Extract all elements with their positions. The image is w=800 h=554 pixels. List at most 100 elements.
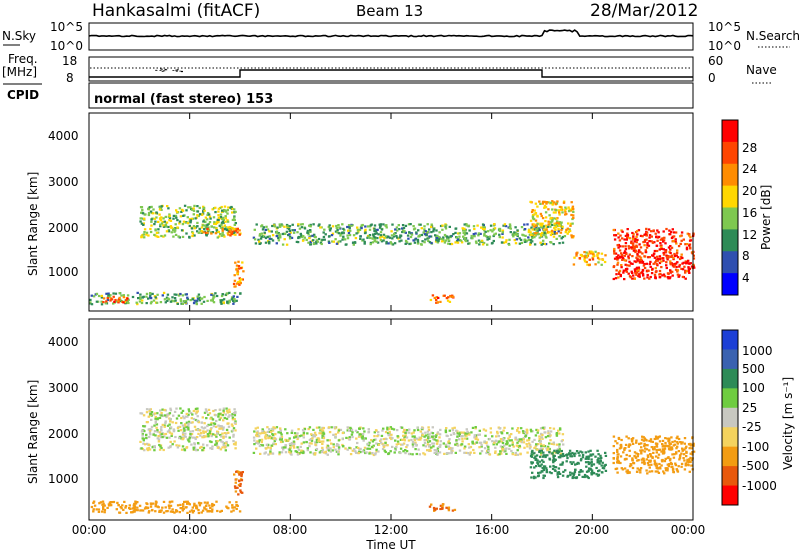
freq-label-line1: Freq. (8, 52, 38, 66)
velocity-cbar-segment-4 (722, 407, 738, 428)
power-region-4 (232, 260, 245, 288)
mode-text: normal (fast stereo) 153 (94, 92, 273, 107)
power-region-3 (202, 227, 242, 237)
power-cbar-tick-8: 8 (742, 249, 750, 263)
velocity-ytick-1000: 1000 (48, 472, 79, 486)
velocity-ylabel: Slant Range [km] (26, 380, 40, 484)
power-ytick-4000: 4000 (48, 129, 79, 143)
xtick-0400: 04:00 (173, 523, 208, 537)
velocity-cbar-tick-100: 100 (742, 381, 765, 395)
velocity-cbar-segment-3 (722, 388, 738, 409)
velocity-cbar-tick-minus1000: -1000 (742, 479, 777, 493)
noise-trace (88, 29, 694, 38)
velocity-region-4 (428, 503, 457, 512)
power-cbar-tick-12: 12 (742, 228, 757, 242)
freq-trace (89, 69, 693, 78)
beam-label: Beam 13 (356, 2, 423, 20)
velocity-cbar-tick-500: 500 (742, 362, 765, 376)
power-ylabel: Slant Range [km] (26, 172, 40, 276)
power-region-1 (102, 295, 129, 304)
power-ytick-2000: 2000 (48, 221, 79, 235)
power-cbar-segment-0 (722, 120, 738, 143)
velocity-ytick-4000: 4000 (48, 335, 79, 349)
velocity-cbar-segment-0 (722, 330, 738, 350)
power-ytick-1000: 1000 (48, 265, 79, 279)
velocity-region-1 (139, 407, 237, 452)
velocity-region-0 (90, 500, 242, 515)
power-colorbar-frame (721, 119, 739, 296)
power-panel-background (89, 113, 693, 311)
power-region-8 (572, 250, 607, 267)
velocity-colorbar-label: Velocity [m s⁻¹] (781, 377, 795, 470)
power-cbar-segment-4 (722, 207, 738, 230)
date-label: 28/Mar/2012 (590, 1, 698, 21)
velocity-ytick-3000: 3000 (48, 381, 79, 395)
power-cbar-tick-4: 4 (742, 271, 750, 285)
station-title: Hankasalmi (fitACF) (92, 1, 260, 21)
velocity-region-3 (252, 426, 565, 457)
power-cbar-segment-1 (722, 141, 738, 165)
velocity-colorbar-frame (721, 329, 739, 506)
noise-tick-top-right: 10^5 (708, 20, 741, 34)
velocity-cbar-tick-minus100: -100 (742, 440, 769, 454)
velocity-cbar-segment-6 (722, 446, 738, 467)
xtick-0800: 08:00 (273, 523, 308, 537)
power-colorbar-label: Power [dB] (759, 185, 773, 250)
power-region-7 (529, 200, 575, 239)
power-cbar-segment-3 (722, 185, 738, 208)
freq-scatter (155, 68, 183, 73)
power-data-layer (89, 200, 696, 306)
xtick-0000: 00:00 (72, 523, 107, 537)
nsearch-label: N.Search (746, 29, 800, 43)
velocity-cbar-segment-8 (722, 485, 738, 506)
velocity-data-layer (90, 407, 696, 515)
x-tick-labels: 00:00 04:00 08:00 12:00 16:00 20:00 00:0… (72, 523, 706, 537)
xtick-2400: 00:00 (671, 523, 706, 537)
power-cbar-tick-20: 20 (742, 184, 757, 198)
power-cbar-segment-7 (722, 273, 738, 296)
nsky-label: N.Sky (2, 29, 36, 43)
nave-label: Nave (746, 63, 777, 77)
xaxis-label: Time UT (365, 538, 416, 552)
power-region-0 (89, 291, 242, 306)
velocity-cbar-tick-minus500: -500 (742, 459, 769, 473)
xtick-2000: 20:00 (575, 523, 610, 537)
velocity-cbar-tick-minus25: -25 (742, 420, 762, 434)
power-region-5 (252, 223, 565, 246)
velocity-y-ticks: 4000 3000 2000 1000 (48, 335, 79, 486)
power-ytick-3000: 3000 (48, 175, 79, 189)
power-region-9 (612, 227, 696, 281)
x-tick-marks (88, 113, 694, 520)
xtick-1200: 12:00 (374, 523, 409, 537)
power-colorbar (722, 120, 738, 296)
freq-tick-top: 18 (62, 54, 77, 68)
nave-tick-top: 60 (708, 54, 723, 68)
power-cbar-tick-28: 28 (742, 141, 757, 155)
noise-panel (88, 22, 694, 51)
power-cbar-segment-2 (722, 163, 738, 187)
velocity-cbar-segment-7 (722, 466, 738, 487)
power-cbar-segment-6 (722, 251, 738, 274)
velocity-colorbar-ticks: 1000 500 100 25 -25 -100 -500 -1000 (742, 344, 777, 493)
power-colorbar-ticks: 28 24 20 16 12 8 4 (742, 141, 757, 285)
freq-panel (88, 56, 694, 82)
velocity-cbar-segment-5 (722, 427, 738, 448)
velocity-colorbar (722, 330, 738, 506)
velocity-region-6 (612, 435, 696, 475)
power-region-2 (139, 204, 237, 239)
power-cbar-tick-16: 16 (742, 206, 757, 220)
velocity-cbar-segment-2 (722, 368, 738, 389)
cpid-label: CPID (7, 88, 39, 102)
power-cbar-segment-5 (722, 229, 738, 252)
power-cbar-tick-24: 24 (742, 162, 757, 176)
nave-tick-bottom: 0 (708, 71, 716, 85)
freq-tick-bottom: 8 (66, 71, 74, 85)
noise-tick-top-left: 10^5 (50, 20, 83, 34)
velocity-cbar-segment-1 (722, 349, 738, 370)
velocity-cbar-tick-25: 25 (742, 401, 757, 415)
power-region-6 (429, 294, 455, 304)
cpid-panel (88, 82, 694, 109)
velocity-panel-background (89, 319, 693, 520)
velocity-ytick-2000: 2000 (48, 427, 79, 441)
